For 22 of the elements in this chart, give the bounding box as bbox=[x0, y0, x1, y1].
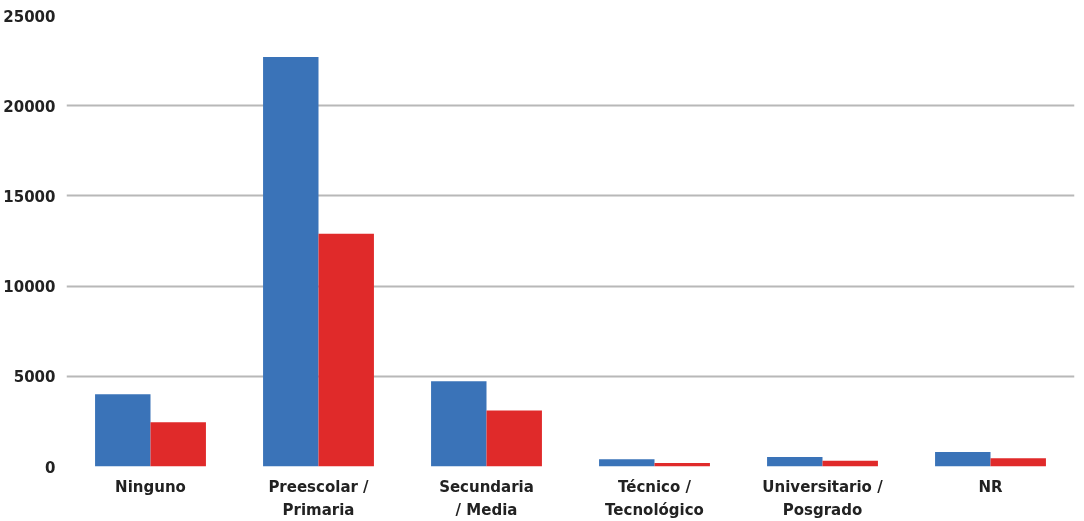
bar bbox=[599, 459, 655, 467]
bar bbox=[263, 56, 319, 467]
bar bbox=[95, 394, 151, 467]
x-tick-label: Universitario / Posgrado bbox=[762, 477, 884, 519]
x-tick-label: NR bbox=[978, 477, 1003, 496]
bar bbox=[486, 410, 542, 467]
bar bbox=[935, 451, 991, 467]
bar bbox=[150, 422, 206, 467]
y-tick-label: 10000 bbox=[3, 278, 56, 297]
x-tick-label: Secundaria / Media bbox=[439, 477, 534, 519]
x-tick-label: Técnico / Tecnológico bbox=[605, 477, 704, 519]
x-tick-label: Ninguno bbox=[115, 477, 186, 496]
bar bbox=[318, 233, 374, 467]
bar bbox=[431, 381, 487, 467]
y-tick-label: 20000 bbox=[3, 97, 56, 116]
y-tick-label: 25000 bbox=[3, 7, 56, 26]
bar bbox=[767, 456, 823, 467]
bar bbox=[990, 458, 1046, 467]
y-tick-label: 0 bbox=[45, 458, 56, 477]
x-tick-label: Preescolar / Primaria bbox=[268, 477, 370, 519]
y-tick-label: 15000 bbox=[3, 187, 56, 206]
y-tick-label: 5000 bbox=[13, 368, 56, 387]
